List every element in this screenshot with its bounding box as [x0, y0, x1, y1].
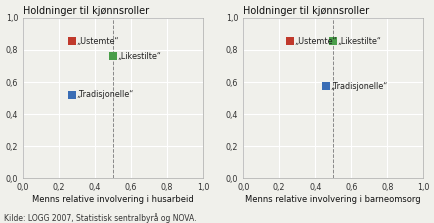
Point [109, 54, 116, 58]
X-axis label: Menns relative involvering i husarbeid: Menns relative involvering i husarbeid [32, 195, 194, 204]
Text: „Likestilte“: „Likestilte“ [337, 37, 381, 45]
Text: „Likestilte“: „Likestilte“ [117, 52, 161, 61]
Point [322, 84, 329, 88]
Point [68, 39, 75, 43]
Text: „Tradisjonelle“: „Tradisjonelle“ [330, 82, 387, 91]
Point [329, 39, 336, 43]
Text: Kilde: LOGG 2007, Statistisk sentralbyrå og NOVA.: Kilde: LOGG 2007, Statistisk sentralbyrå… [4, 213, 197, 223]
Text: „Ustemte“: „Ustemte“ [76, 37, 118, 45]
X-axis label: Menns relative involvering i barneomsorg: Menns relative involvering i barneomsorg [245, 195, 420, 204]
Text: Holdninger til kjønnsroller: Holdninger til kjønnsroller [243, 6, 368, 16]
Text: „Tradisjonelle“: „Tradisjonelle“ [76, 90, 133, 99]
Text: „Ustemte“: „Ustemte“ [294, 37, 336, 45]
Point [286, 39, 293, 43]
Text: Holdninger til kjønnsroller: Holdninger til kjønnsroller [23, 6, 149, 16]
Point [68, 93, 75, 97]
